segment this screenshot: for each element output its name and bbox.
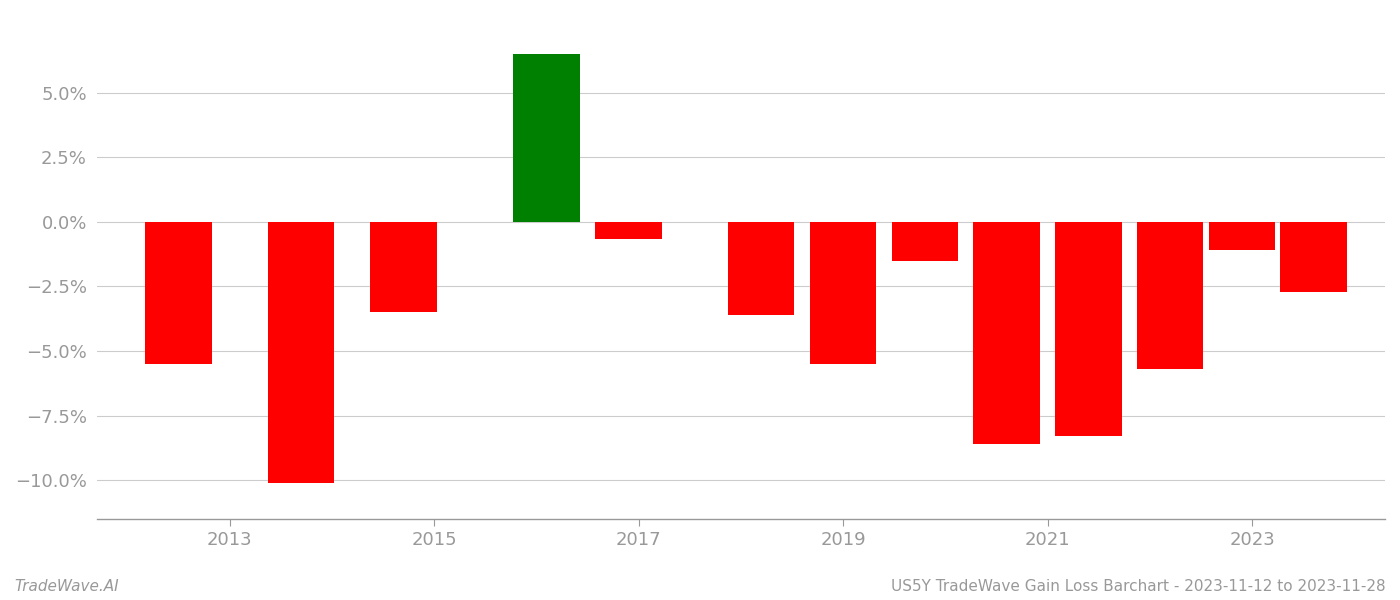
- Text: US5Y TradeWave Gain Loss Barchart - 2023-11-12 to 2023-11-28: US5Y TradeWave Gain Loss Barchart - 2023…: [892, 579, 1386, 594]
- Bar: [146, 222, 211, 364]
- Bar: [370, 222, 437, 313]
- Bar: [1056, 222, 1121, 436]
- Bar: [973, 222, 1040, 444]
- Bar: [892, 222, 958, 260]
- Bar: [267, 222, 335, 483]
- Bar: [1208, 222, 1275, 250]
- Bar: [514, 54, 580, 222]
- Bar: [1137, 222, 1204, 369]
- Bar: [728, 222, 794, 315]
- Bar: [1280, 222, 1347, 292]
- Bar: [809, 222, 876, 364]
- Text: TradeWave.AI: TradeWave.AI: [14, 579, 119, 594]
- Bar: [595, 222, 662, 239]
